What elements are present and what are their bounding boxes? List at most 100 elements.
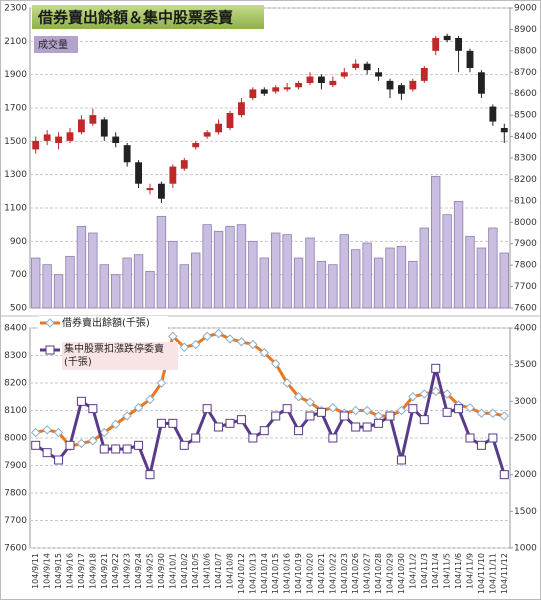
volume-bar xyxy=(65,255,75,309)
y-tick-label: 8200 xyxy=(4,379,27,389)
point xyxy=(476,440,486,450)
y2-tick-label: 9000 xyxy=(514,4,537,14)
point xyxy=(488,408,498,418)
y2-tick-label: 1000 xyxy=(514,544,537,554)
y2-tick-label: 8300 xyxy=(514,154,537,164)
volume-bar xyxy=(396,245,407,309)
point xyxy=(122,444,132,454)
y2-tick-label: 1500 xyxy=(514,507,537,517)
candle-body xyxy=(66,132,74,141)
candle-body xyxy=(340,72,348,77)
volume-bar xyxy=(236,224,247,309)
point xyxy=(202,404,212,414)
candle-body xyxy=(420,68,428,81)
x-tick-label: 104/9/25 xyxy=(146,553,155,589)
x-tick-label: 104/9/30 xyxy=(157,553,166,589)
point xyxy=(156,418,166,428)
x-tick-label: 104/11/5 xyxy=(443,553,452,589)
point xyxy=(99,444,109,454)
bottom-chart: 7600 7700 7800 7900 8000 8100 8200 8300 8400 1000… xyxy=(4,316,537,594)
candle-body xyxy=(112,136,120,143)
point xyxy=(408,392,418,402)
point xyxy=(168,418,178,428)
x-tick-label: 104/10/23 xyxy=(340,553,349,594)
x-tick-label: 104/10/12 xyxy=(237,553,246,594)
point xyxy=(31,440,41,450)
x-tick-label: 104/10/15 xyxy=(271,553,280,594)
point xyxy=(282,404,292,414)
point xyxy=(248,339,258,350)
y2-tick-label: 7600 xyxy=(514,304,537,314)
candle-body xyxy=(318,76,325,83)
point xyxy=(179,342,189,352)
x-tick-label: 104/11/12 xyxy=(500,553,509,594)
x-tick-label: 104/9/24 xyxy=(134,553,143,589)
point xyxy=(328,433,338,443)
top-chart: 500 700 900 1100 1300 1500 1700 1900 2100 2300 760… xyxy=(4,4,537,314)
point xyxy=(179,440,189,450)
y-tick-label: 1500 xyxy=(4,137,27,147)
point xyxy=(431,386,441,396)
y2-tick-label: 8000 xyxy=(514,218,537,228)
candle-body xyxy=(386,80,394,90)
candle-body xyxy=(375,72,382,77)
y2-tick-label: 2500 xyxy=(514,434,537,444)
x-tick-label: 104/10/8 xyxy=(226,553,235,589)
volume-bar xyxy=(362,242,372,309)
x-tick-label: 104/10/7 xyxy=(214,553,223,589)
candle-body xyxy=(489,106,497,122)
point xyxy=(431,363,441,373)
volume-bar xyxy=(133,254,144,309)
candle-body xyxy=(55,136,62,143)
volume-label-box xyxy=(34,36,78,53)
point xyxy=(305,397,315,407)
y2-tick-label: 8100 xyxy=(514,196,537,206)
point xyxy=(465,433,475,443)
candle-body xyxy=(398,85,405,94)
y2-tick-label: 8600 xyxy=(514,89,537,99)
candle-body xyxy=(283,87,291,90)
y2-tick-label: 8500 xyxy=(514,111,537,121)
x-tick-label: 104/9/22 xyxy=(111,553,120,589)
x-tick-label: 104/10/29 xyxy=(386,553,395,594)
point xyxy=(362,422,372,432)
y2-tick-label: 7800 xyxy=(514,261,537,271)
point xyxy=(339,411,349,421)
point xyxy=(408,404,418,414)
candle-body xyxy=(192,143,200,148)
y-tick-label: 2100 xyxy=(4,37,27,47)
point xyxy=(42,448,52,458)
point xyxy=(225,334,235,344)
x-tick-label: 104/10/2 xyxy=(180,553,189,589)
point xyxy=(202,331,212,341)
candle-body xyxy=(432,38,440,51)
candle-body xyxy=(363,63,371,71)
y2-tick-label: 7700 xyxy=(514,282,537,292)
y-tick-label: 2300 xyxy=(4,4,27,14)
volume-bar xyxy=(168,240,178,309)
x-tick-label: 104/9/16 xyxy=(66,553,75,589)
point xyxy=(499,411,509,421)
candle-body xyxy=(158,183,165,199)
candle-body xyxy=(146,188,154,191)
candle-body xyxy=(409,80,417,90)
point xyxy=(248,433,258,443)
y-tick-label: 8300 xyxy=(4,351,27,361)
y-tick-label: 900 xyxy=(10,237,27,247)
volume-bar xyxy=(408,260,418,309)
candle-body xyxy=(123,145,131,163)
point xyxy=(271,359,281,369)
legend-marker xyxy=(45,345,55,355)
legend-marker xyxy=(45,318,55,328)
x-tick-label: 104/11/10 xyxy=(477,553,486,594)
candle-body xyxy=(306,76,314,83)
volume-bar xyxy=(351,249,361,309)
volume-bar xyxy=(385,247,395,309)
volume-bar xyxy=(111,274,121,309)
point xyxy=(191,339,201,350)
candle-body xyxy=(260,89,268,94)
point xyxy=(488,433,498,443)
point xyxy=(156,378,167,388)
point xyxy=(374,418,384,428)
